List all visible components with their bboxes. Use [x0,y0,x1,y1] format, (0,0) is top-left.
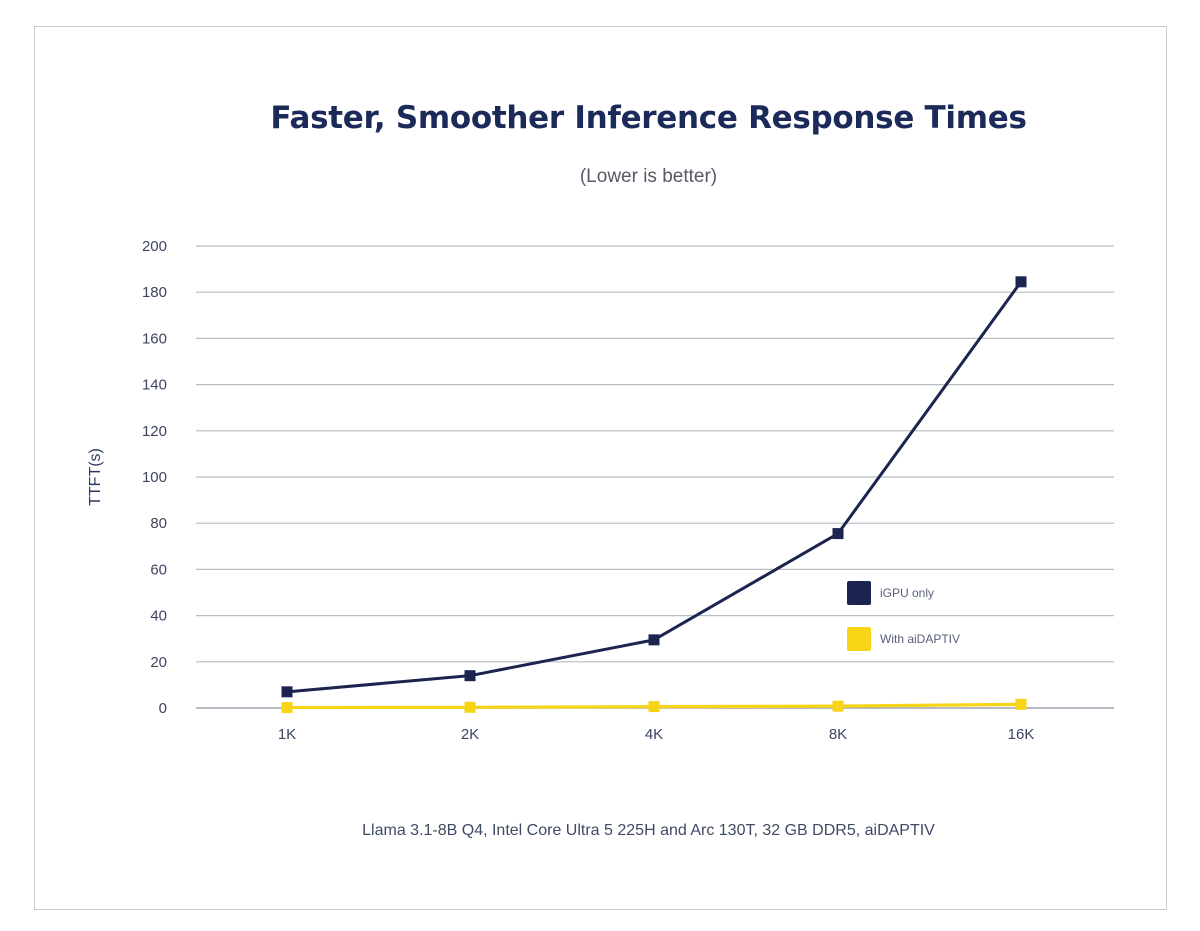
data-point-2-1K [281,702,293,714]
chart-frame [34,26,1167,910]
gridlines [196,245,1114,709]
y-tick-20: 20 [150,654,167,671]
y-tick-140: 140 [142,377,167,394]
y-tick-40: 40 [150,608,167,625]
legend-item-2: With aiDAPTIV [847,627,960,651]
y-tick-60: 60 [150,561,167,578]
legend: iGPU only With aiDAPTIV [847,581,960,651]
x-tick-8K: 8K [829,726,847,743]
legend-label-2: With aiDAPTIV [880,632,960,646]
series-2 [281,698,1027,714]
data-point-2-2K [464,701,476,713]
x-tick-labels: 1K 2K 4K 8K 16K [278,726,1035,743]
x-tick-1K: 1K [278,726,296,743]
series-group [281,276,1027,714]
legend-swatch-2 [847,627,871,651]
y-tick-0: 0 [159,700,167,717]
y-tick-80: 80 [150,515,167,532]
series-line-1 [286,280,1023,694]
y-tick-160: 160 [142,330,167,347]
x-tick-2K: 2K [461,726,479,743]
legend-label-1: iGPU only [880,586,934,600]
data-point-1-4K [648,634,660,646]
legend-item-1: iGPU only [847,581,934,605]
x-tick-16K: 16K [1008,726,1035,743]
y-tick-180: 180 [142,284,167,301]
chart-subtitle: (Lower is better) [579,166,718,187]
chart-title: Faster, Smoother Inference Response Time… [270,100,1027,136]
data-point-1-16K [1015,276,1027,288]
series-1 [281,276,1027,698]
data-point-2-8K [832,700,844,712]
y-tick-labels: 0 20 40 60 80 100 120 140 160 180 200 [142,238,167,717]
x-tick-4K: 4K [645,726,663,743]
data-point-1-8K [832,528,844,540]
data-point-1-2K [464,670,476,682]
data-point-2-4K [648,701,660,713]
data-point-1-1K [281,686,293,698]
y-tick-200: 200 [142,238,167,255]
y-tick-120: 120 [142,423,167,440]
data-point-2-16K [1015,698,1027,710]
chart-footnote: Llama 3.1-8B Q4, Intel Core Ultra 5 225H… [362,822,935,839]
y-tick-100: 100 [142,469,167,486]
legend-swatch-1 [847,581,871,605]
y-axis-label: TTFT(s) [87,448,104,506]
